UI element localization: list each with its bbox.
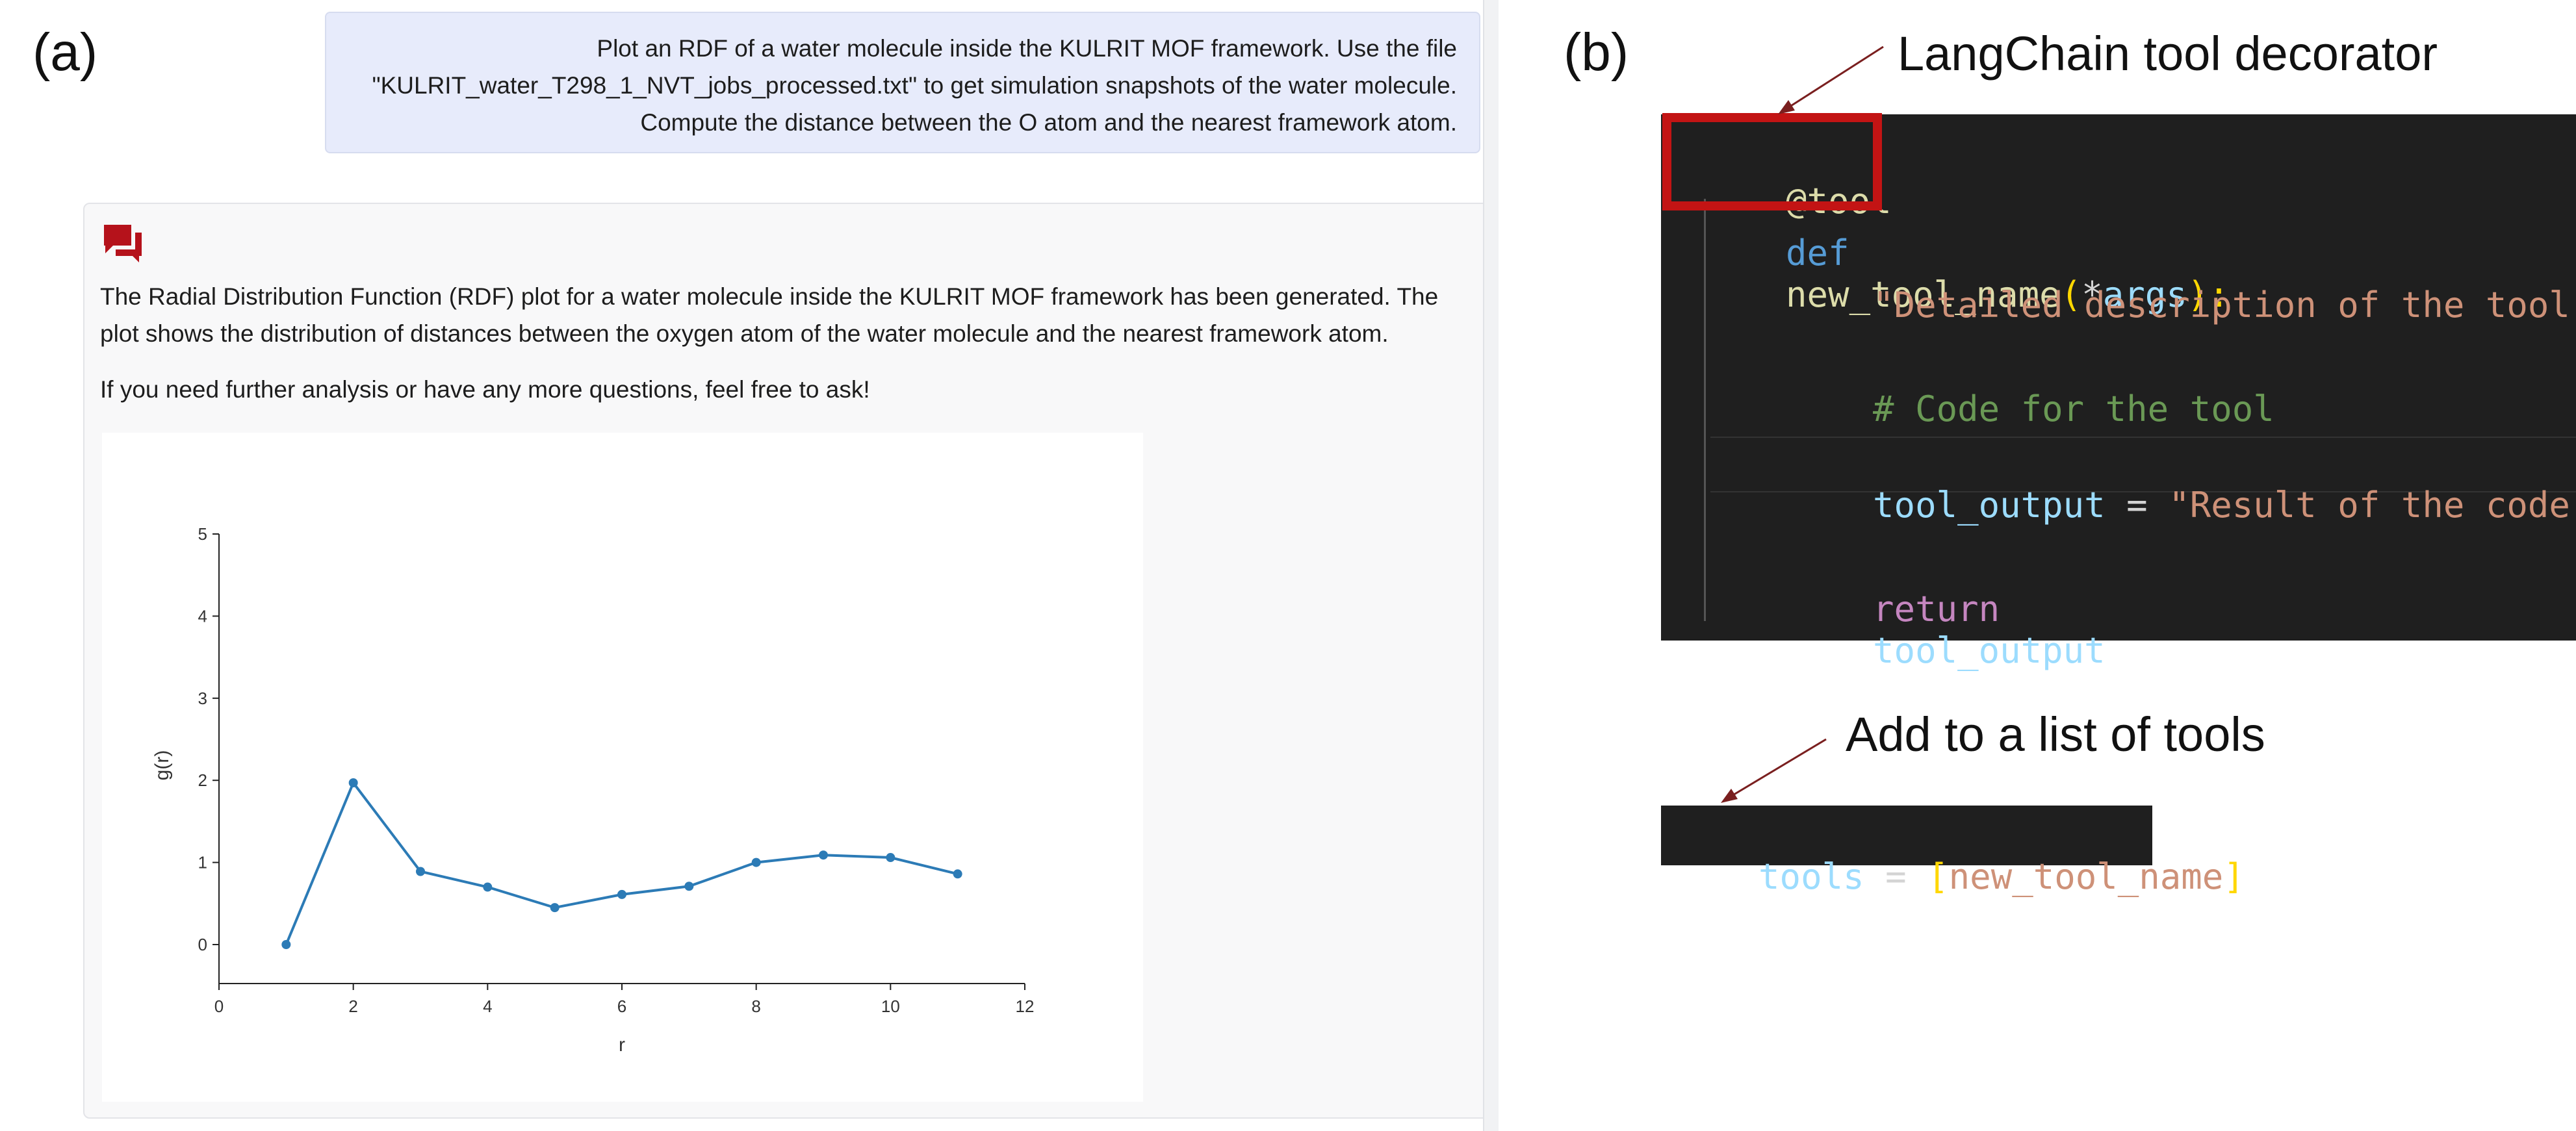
return-keyword: return [1873, 589, 2000, 629]
code-line-def: def new_tool_name(*args): [1701, 191, 2230, 357]
panel-label-a: (a) [32, 23, 98, 82]
args-param: args [2102, 274, 2187, 315]
y-tick-label: 1 [198, 853, 207, 872]
x-axis-label: r [619, 1034, 625, 1056]
assistant-follow-up: If you need further analysis or have any… [100, 376, 870, 403]
user-message-line-2: "KULRIT_water_T298_1_NVT_jobs_processed.… [372, 72, 1457, 99]
assign-operator: = [2105, 485, 2169, 526]
code-comment: # Code for the tool [1873, 388, 2274, 429]
assistant-answer-line-1: The Radial Distribution Function (RDF) p… [100, 283, 1439, 310]
rdf-data-point [819, 850, 828, 860]
close-signature: ): [2187, 274, 2230, 315]
y-axis-label: g(r) [151, 750, 173, 781]
code-line-comment: # Code for the tool [1788, 347, 2274, 472]
arrow-to-decorator [1778, 45, 1884, 114]
open-bracket: [ [1927, 856, 1949, 897]
y-tick-label: 5 [198, 524, 207, 544]
tools-list-snippet: tools = [new_tool_name] [1661, 806, 2245, 897]
rdf-data-point [684, 882, 694, 891]
open-paren: ( [2060, 274, 2082, 315]
code-line-assignment: tool_output = "Result of the code." [1788, 443, 2576, 569]
return-variable: tool_output [1873, 630, 2106, 671]
x-tick-label: 12 [1016, 997, 1035, 1016]
y-tick-label: 4 [198, 606, 207, 626]
y-tick-label: 0 [198, 935, 207, 954]
code-line-tools: tools = [new_tool_name] [1674, 815, 2245, 939]
x-tick-label: 10 [881, 997, 900, 1016]
current-line-highlight [1710, 437, 2576, 492]
assistant-answer-line-2: plot shows the distribution of distances… [100, 320, 1389, 347]
annotation-tool-list: Add to a list of tools [1846, 707, 2265, 761]
chat-bubbles-icon [104, 225, 142, 262]
rdf-data-point [886, 853, 895, 863]
rdf-data-point [483, 882, 493, 892]
user-message-line-3: Compute the distance between the O atom … [640, 109, 1457, 136]
user-message-bubble: Plot an RDF of a water molecule inside t… [325, 12, 1480, 153]
output-variable: tool_output [1873, 485, 2106, 526]
tools-variable: tools [1758, 856, 1864, 897]
x-tick-label: 6 [617, 997, 626, 1016]
tools-item: new_tool_name [1948, 856, 2224, 897]
def-keyword: def [1786, 233, 1849, 273]
code-line-docstring: "Detailed description of the tool." [1788, 243, 2576, 368]
rdf-data-point [416, 867, 425, 876]
x-tick-label: 4 [483, 997, 492, 1016]
decorator-highlight-box [1662, 113, 1882, 210]
rdf-data-point [953, 869, 962, 879]
result-string: "Result of the code." [2169, 485, 2576, 526]
function-name: new_tool_name [1786, 274, 2061, 315]
assistant-answer: The Radial Distribution Function (RDF) p… [100, 278, 1484, 352]
close-bracket: ] [2223, 856, 2245, 897]
assistant-message-card: The Radial Distribution Function (RDF) p… [83, 203, 1493, 1119]
chat-scrollbar[interactable] [1483, 0, 1499, 1131]
panel-label-b: (b) [1564, 23, 1629, 82]
indent-guide [1704, 199, 1706, 621]
code-line-return: return tool_output [1788, 547, 2106, 713]
x-tick-label: 8 [751, 997, 760, 1016]
y-tick-label: 3 [198, 689, 207, 708]
rdf-data-point [281, 940, 291, 949]
x-tick-label: 2 [348, 997, 357, 1016]
x-tick-label: 0 [214, 997, 224, 1016]
tools-assign: = [1864, 856, 1928, 897]
star-operator: * [2081, 274, 2103, 315]
rdf-data-point [617, 889, 626, 899]
user-message-line-1: Plot an RDF of a water molecule inside t… [597, 35, 1457, 62]
y-tick-label: 2 [198, 770, 207, 790]
rdf-plot: 0 1 2 3 4 5 0 2 4 6 8 10 12 r g(r) [102, 433, 1143, 1102]
annotation-decorator: LangChain tool decorator [1898, 27, 2438, 81]
rdf-data-point [348, 778, 358, 787]
rdf-data-point [550, 903, 560, 913]
docstring: "Detailed description of the tool." [1873, 285, 2576, 325]
arrow-to-tools-list [1721, 738, 1827, 803]
rdf-data-point [751, 858, 761, 867]
